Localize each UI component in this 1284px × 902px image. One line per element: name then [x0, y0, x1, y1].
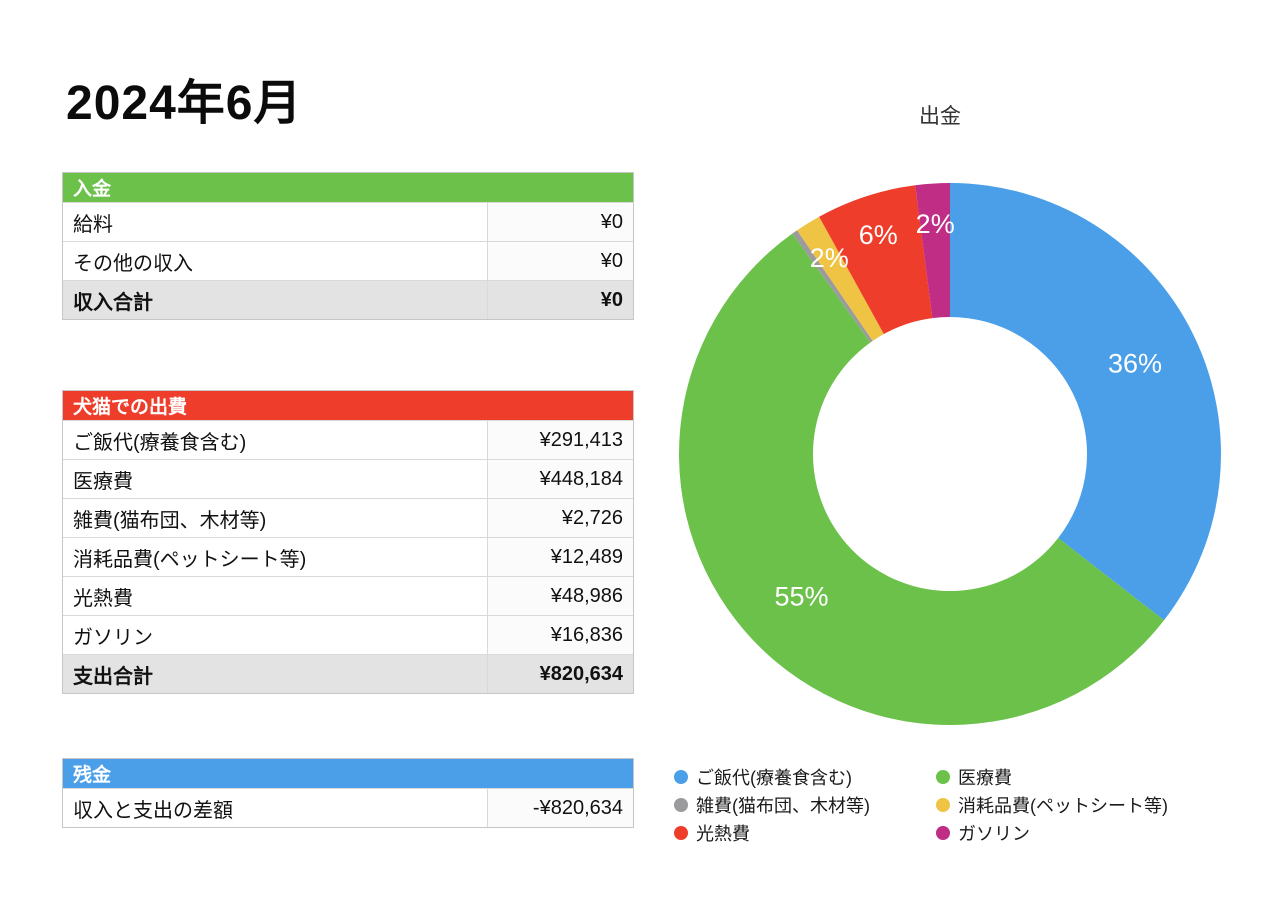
- row-label: 光熱費: [73, 587, 133, 610]
- row-label: 消耗品費(ペットシート等): [73, 548, 307, 571]
- legend-label: 医療費: [958, 767, 1012, 788]
- income-table-header: 入金: [63, 173, 633, 202]
- donut-percent-label-5: 2%: [916, 209, 955, 239]
- chart-legend: ご飯代(療養食含む) 医療費 雑費(猫布団、木材等) 消耗品費(ペットシート等)…: [674, 764, 1274, 845]
- donut-percent-label-0: 36%: [1108, 349, 1162, 379]
- table-row: 給料 ¥0: [63, 202, 633, 241]
- table-row: 医療費 ¥448,184: [63, 459, 633, 498]
- table-row: 収入と支出の差額 -¥820,634: [63, 788, 633, 827]
- row-value: ¥16,836: [487, 616, 633, 654]
- expenses-total-row: 支出合計 ¥820,634: [63, 654, 633, 693]
- legend-item: 光熱費: [674, 820, 936, 845]
- legend-color-dot: [674, 825, 688, 840]
- legend-item: 消耗品費(ペットシート等): [936, 792, 1274, 817]
- row-label: その他の収入: [73, 252, 193, 275]
- donut-slice-0: [950, 183, 1221, 621]
- donut-percent-label-1: 55%: [774, 582, 828, 612]
- donut-slice-2: [792, 230, 873, 343]
- page-title: 2024年6月: [66, 77, 303, 130]
- income-total-row: 収入合計 ¥0: [63, 280, 633, 319]
- row-value: ¥2,726: [487, 499, 633, 537]
- donut-slice-3: [797, 216, 884, 341]
- row-value: ¥448,184: [487, 460, 633, 498]
- row-value: ¥0: [487, 281, 633, 319]
- row-label: 支出合計: [73, 665, 153, 688]
- row-label: 医療費: [73, 470, 133, 493]
- legend-color-dot: [674, 797, 688, 812]
- row-value: -¥820,634: [487, 789, 633, 827]
- row-value: ¥0: [487, 242, 633, 280]
- table-row: ガソリン ¥16,836: [63, 615, 633, 654]
- balance-table: 残金 収入と支出の差額 -¥820,634: [62, 758, 634, 828]
- table-row: 光熱費 ¥48,986: [63, 576, 633, 615]
- legend-item: ガソリン: [936, 820, 1274, 845]
- legend-color-dot: [936, 797, 950, 812]
- row-label: 給料: [73, 213, 113, 236]
- row-label: ガソリン: [73, 626, 153, 649]
- legend-color-dot: [936, 825, 950, 840]
- table-row: 消耗品費(ペットシート等) ¥12,489: [63, 537, 633, 576]
- row-label: 雑費(猫布団、木材等): [73, 509, 267, 532]
- donut-chart: 36% 55% 2% 6% 2%: [678, 183, 1221, 726]
- legend-color-dot: [936, 769, 950, 784]
- legend-item: ご飯代(療養食含む): [674, 764, 936, 789]
- legend-item: 雑費(猫布団、木材等): [674, 792, 936, 817]
- donut-percent-label-4: 6%: [859, 220, 898, 250]
- row-value: ¥0: [487, 203, 633, 241]
- income-table: 入金 給料 ¥0 その他の収入 ¥0 収入合計 ¥0: [62, 172, 634, 320]
- row-value: ¥820,634: [487, 655, 633, 693]
- expenses-table-header: 犬猫での出費: [63, 391, 633, 420]
- row-label: 収入と支出の差額: [73, 799, 233, 822]
- legend-label: 光熱費: [696, 823, 750, 844]
- table-row: ご飯代(療養食含む) ¥291,413: [63, 420, 633, 459]
- legend-label: ご飯代(療養食含む): [696, 767, 852, 788]
- balance-table-header: 残金: [63, 759, 633, 788]
- donut-slice-1: [678, 233, 1165, 726]
- row-value: ¥48,986: [487, 577, 633, 615]
- row-label: 収入合計: [73, 291, 153, 314]
- chart-title: 出金: [919, 105, 961, 128]
- table-row: その他の収入 ¥0: [63, 241, 633, 280]
- donut-slice-4: [819, 185, 933, 335]
- expenses-table: 犬猫での出費 ご飯代(療養食含む) ¥291,413 医療費 ¥448,184 …: [62, 390, 634, 694]
- row-value: ¥12,489: [487, 538, 633, 576]
- donut-slice-5: [915, 183, 950, 319]
- table-row: 雑費(猫布団、木材等) ¥2,726: [63, 498, 633, 537]
- legend-label: ガソリン: [958, 823, 1030, 844]
- row-value: ¥291,413: [487, 421, 633, 459]
- donut-percent-label-3: 2%: [810, 243, 849, 273]
- legend-color-dot: [674, 769, 688, 784]
- legend-label: 消耗品費(ペットシート等): [958, 795, 1168, 816]
- row-label: ご飯代(療養食含む): [73, 431, 247, 454]
- legend-item: 医療費: [936, 764, 1274, 789]
- legend-label: 雑費(猫布団、木材等): [696, 795, 870, 816]
